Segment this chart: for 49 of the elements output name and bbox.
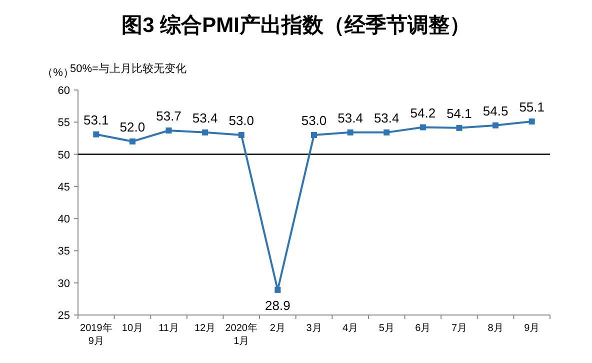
x-tick-label: 10月 — [122, 323, 144, 334]
x-tick-label: 2020年 1月 — [225, 322, 258, 347]
data-label: 53.0 — [301, 113, 327, 128]
data-label: 53.0 — [228, 113, 254, 128]
data-label: 53.4 — [338, 110, 363, 126]
point — [129, 138, 136, 144]
point — [202, 129, 208, 136]
x-tick-label: 7月 — [451, 323, 468, 334]
point — [492, 122, 499, 128]
point — [420, 124, 426, 130]
x-tick-label: 12月 — [194, 323, 216, 334]
point — [347, 129, 354, 136]
y-tick-label: 35 — [58, 246, 70, 258]
x-tick-label: 2月 — [270, 323, 286, 334]
point — [311, 132, 317, 138]
data-label: 53.4 — [192, 110, 218, 126]
point — [528, 118, 535, 124]
y-tick-label: 25 — [58, 310, 70, 322]
y-tick-label: 60 — [58, 85, 70, 97]
data-label: 28.9 — [265, 298, 290, 313]
x-tick-label: 4月 — [342, 323, 358, 334]
point — [93, 131, 100, 138]
x-tick-label: 8月 — [488, 323, 504, 334]
point — [456, 124, 462, 131]
data-label: 53.4 — [374, 110, 400, 126]
point — [166, 128, 172, 134]
x-tick-label: 5月 — [378, 323, 394, 334]
point — [274, 286, 281, 293]
data-label: 55.1 — [519, 100, 544, 114]
chart-title: 图3 综合PMI产出指数（经季节调整） — [122, 13, 470, 37]
x-tick-label: 9月 — [524, 323, 540, 334]
y-tick-label: 30 — [58, 278, 70, 290]
data-label: 53.1 — [84, 112, 109, 128]
y-tick-label: 45 — [58, 181, 70, 194]
data-label: 52.0 — [120, 119, 146, 134]
text: 50%=与上月比较无变化 — [70, 62, 186, 75]
point — [384, 129, 390, 136]
y-tick-label: 55 — [58, 117, 70, 130]
data-label: 54.1 — [446, 106, 472, 121]
y-tick-label: 50 — [58, 149, 70, 162]
x-tick-label: 2019年 9月 — [80, 322, 112, 347]
data-label: 54.2 — [410, 105, 436, 120]
x-tick-label: 3月 — [306, 323, 322, 334]
point — [238, 132, 244, 138]
x-tick-label: 11月 — [158, 323, 179, 334]
data-label: 54.5 — [482, 103, 508, 118]
x-tick-label: 6月 — [415, 323, 431, 334]
data-label: 53.7 — [156, 108, 182, 124]
y-tick-label: 40 — [58, 214, 70, 226]
